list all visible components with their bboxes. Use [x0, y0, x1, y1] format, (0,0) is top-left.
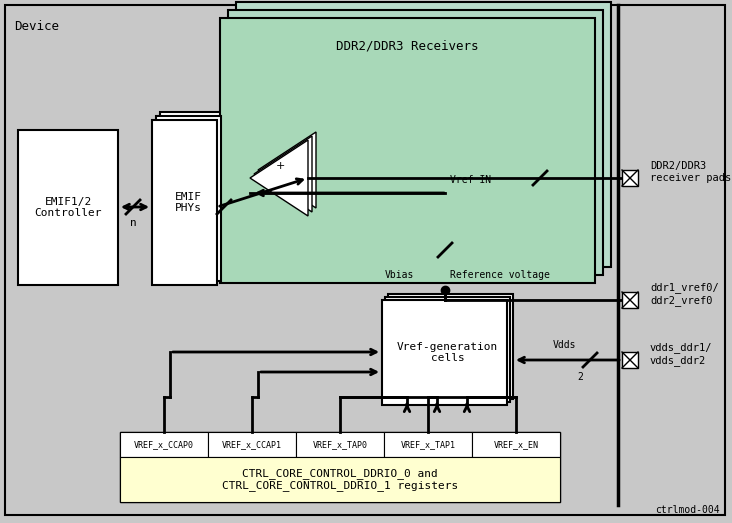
Text: EMIF1/2
Controller: EMIF1/2 Controller [34, 197, 102, 218]
Text: Vref IN: Vref IN [450, 175, 491, 185]
Text: VREF_x_CCAP1: VREF_x_CCAP1 [222, 440, 282, 449]
Bar [472, 432, 560, 457]
Bar [296, 432, 384, 457]
Bar [384, 432, 472, 457]
Text: VREF_x_EN: VREF_x_EN [493, 440, 539, 449]
Text: 2: 2 [577, 372, 583, 382]
Polygon shape [254, 136, 312, 212]
Text: EMIF
PHYs: EMIF PHYs [175, 192, 202, 213]
Text: Device: Device [14, 20, 59, 33]
Bar [208, 432, 296, 457]
Text: VREF_x_TAP1: VREF_x_TAP1 [400, 440, 455, 449]
Bar [622, 170, 638, 186]
Bar [160, 112, 225, 277]
Bar [228, 10, 603, 275]
Text: n: n [227, 186, 234, 196]
Bar [156, 116, 221, 281]
Text: Vdds: Vdds [553, 340, 576, 350]
Text: n: n [130, 218, 136, 228]
Text: n: n [548, 156, 555, 166]
Text: ddr1_vref0/
ddr2_vref0: ddr1_vref0/ ddr2_vref0 [650, 282, 719, 306]
Text: CTRL_CORE_CONTROL_DDRIO_0 and
CTRL_CORE_CONTROL_DDRIO_1 registers: CTRL_CORE_CONTROL_DDRIO_0 and CTRL_CORE_… [222, 468, 458, 491]
Text: Vref-generation
cells: Vref-generation cells [397, 342, 498, 363]
Text: DDR2/DDR3 Receivers: DDR2/DDR3 Receivers [336, 40, 478, 52]
Text: VREF_x_TAP0: VREF_x_TAP0 [313, 440, 367, 449]
Bar [152, 120, 217, 285]
Bar [622, 292, 638, 308]
Bar [388, 294, 513, 399]
Text: Vbias: Vbias [385, 270, 414, 280]
Bar [120, 432, 560, 502]
Bar [622, 352, 638, 368]
Bar [120, 457, 560, 502]
Text: vdds_ddr1/
vdds_ddr2: vdds_ddr1/ vdds_ddr2 [650, 342, 712, 366]
Bar [220, 18, 595, 283]
Bar [120, 432, 208, 457]
Text: VREF_x_CCAP0: VREF_x_CCAP0 [134, 440, 194, 449]
Bar [18, 130, 118, 285]
Text: ctrlmod-004: ctrlmod-004 [655, 505, 720, 515]
Text: +: + [275, 161, 285, 171]
Text: -: - [278, 187, 282, 197]
Bar [385, 297, 510, 402]
Polygon shape [258, 132, 316, 208]
Text: Reference voltage: Reference voltage [450, 270, 550, 280]
Polygon shape [250, 140, 308, 216]
Bar [236, 2, 611, 267]
Bar [382, 300, 507, 405]
Text: n: n [451, 260, 458, 270]
Text: DDR2/DDR3
receiver pads: DDR2/DDR3 receiver pads [650, 161, 731, 183]
